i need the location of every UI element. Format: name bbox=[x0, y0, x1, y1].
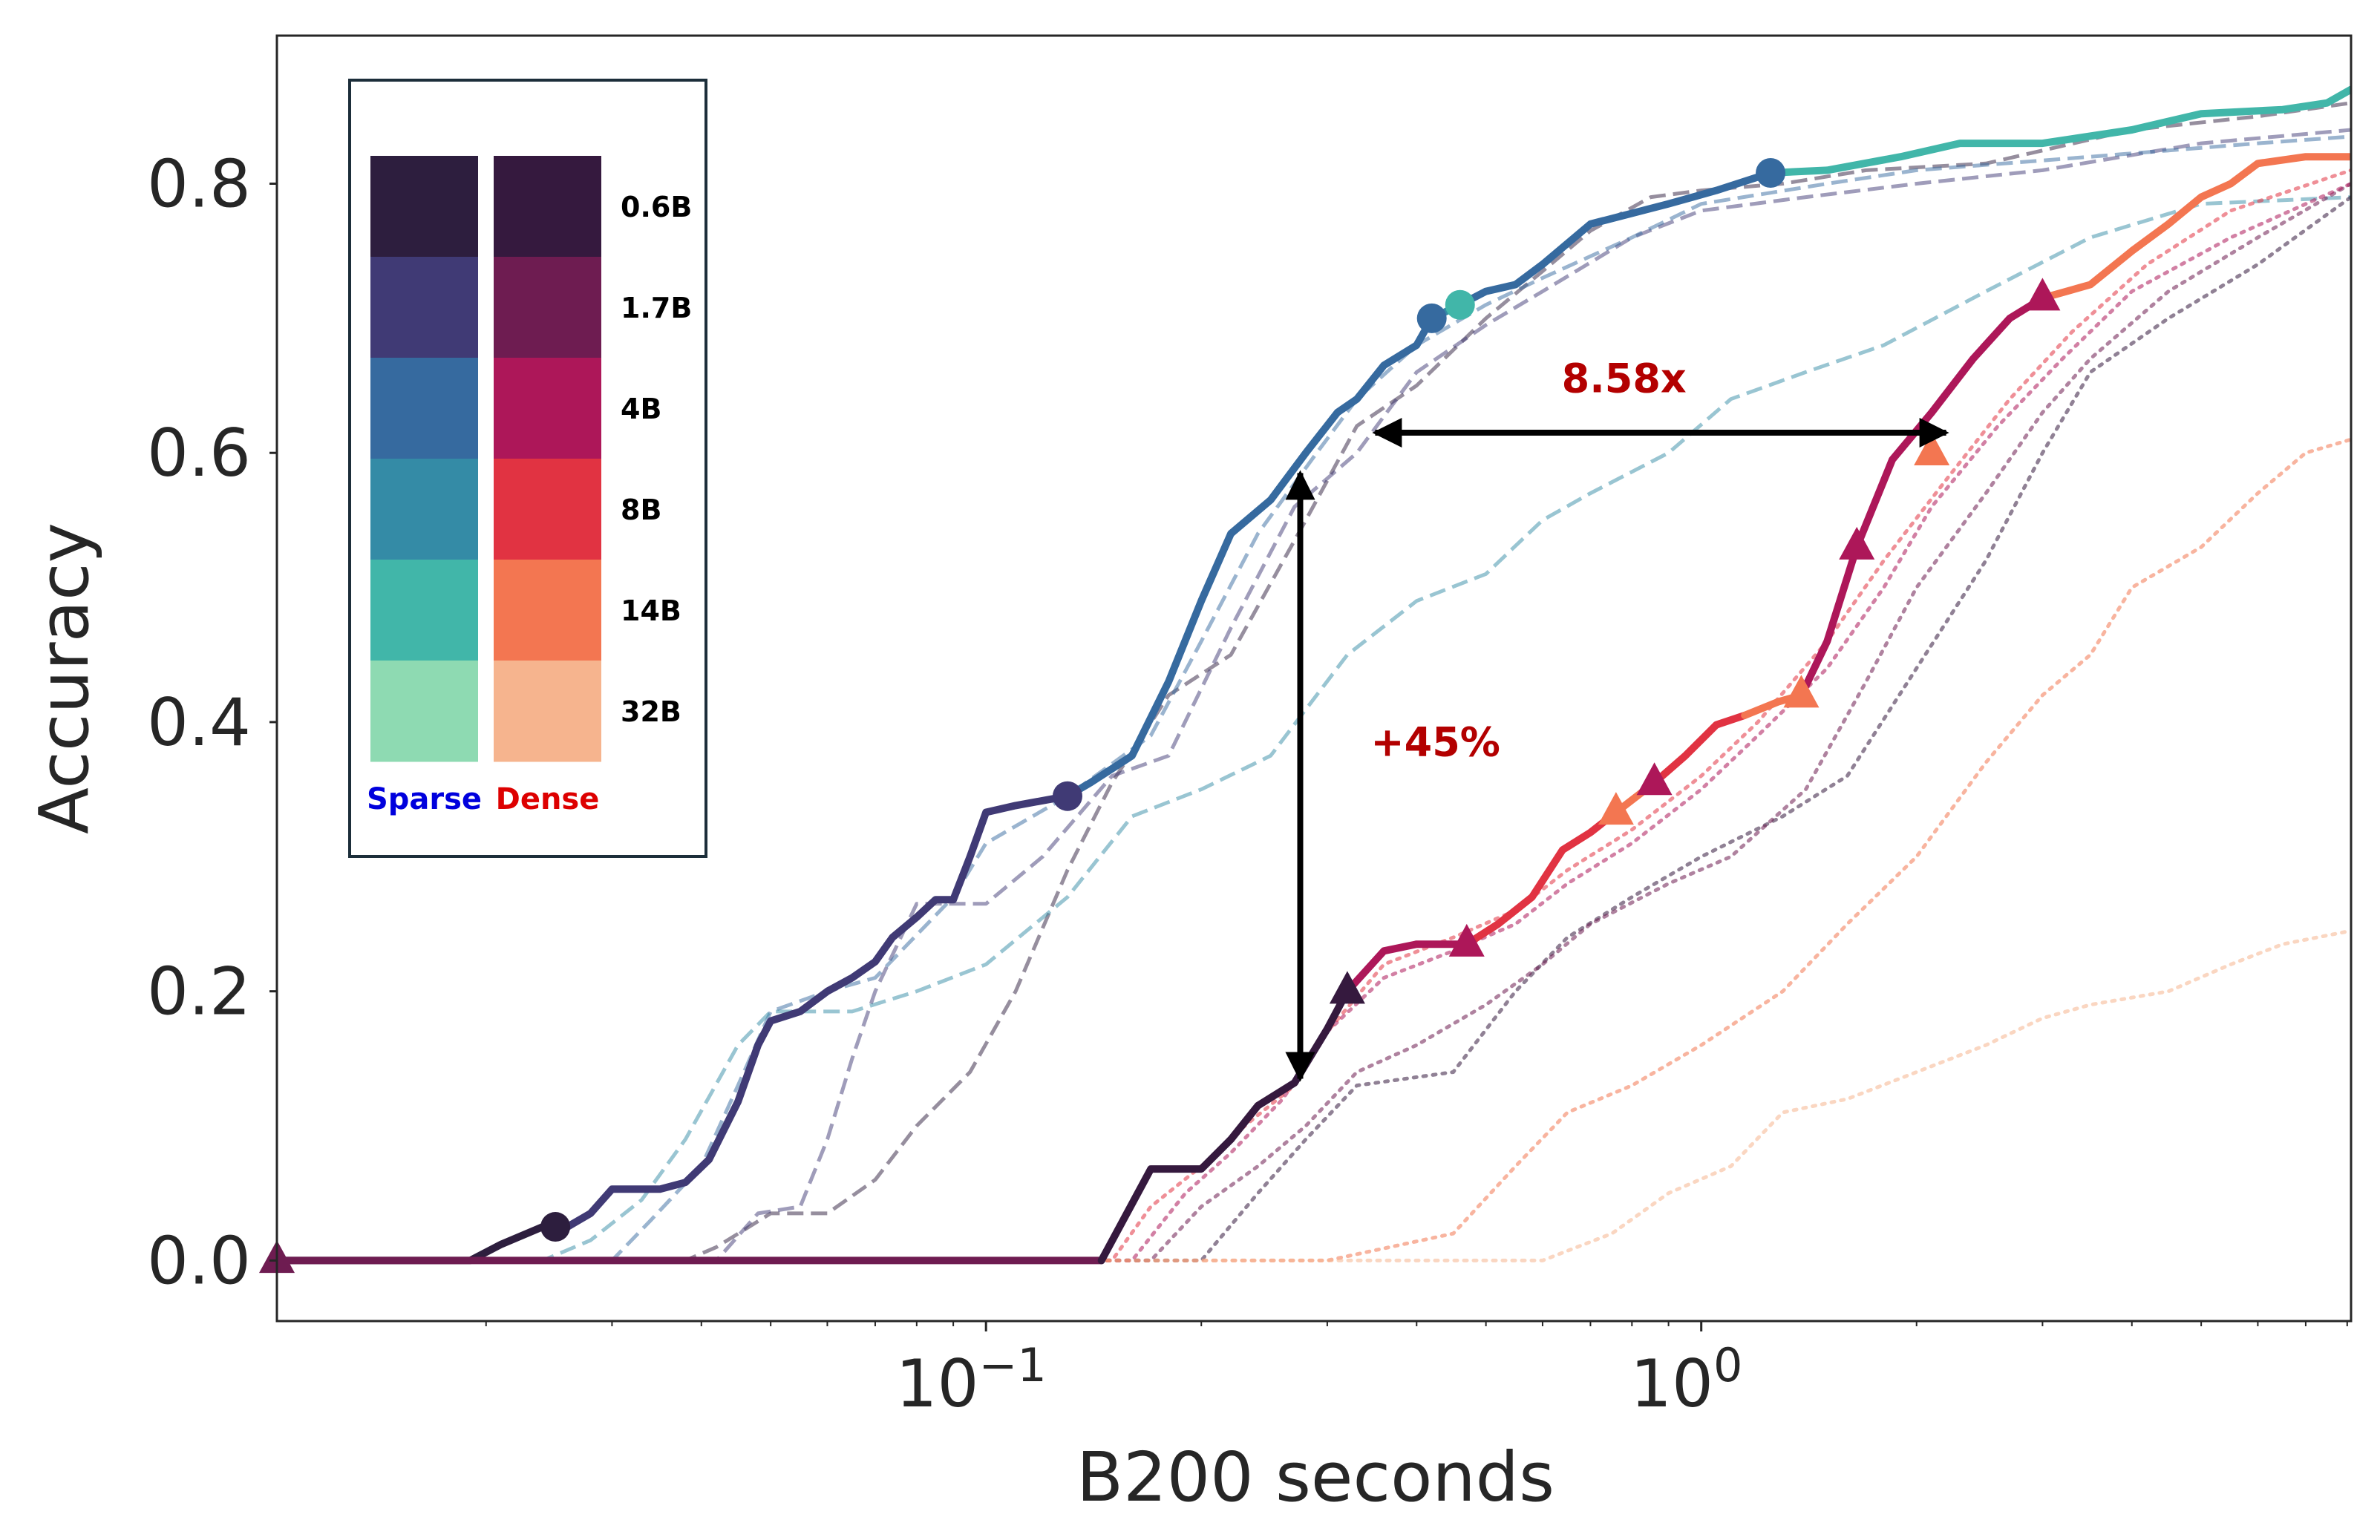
dense-curve-0.6B bbox=[277, 195, 2351, 1262]
accuracy-gain-label: +45% bbox=[1370, 718, 1500, 765]
sparse-frontier-marker-1 bbox=[1052, 781, 1082, 811]
annotations: 8.58x +45% bbox=[1285, 355, 1949, 1082]
sparse-frontier-marker-2 bbox=[1416, 303, 1447, 333]
x-tick-base: 10 bbox=[1630, 1346, 1713, 1422]
sparse-frontier-segment-2 bbox=[1064, 314, 1436, 800]
legend-size-label: 1.7B bbox=[621, 292, 692, 324]
legend-sparse-label: Sparse bbox=[367, 782, 482, 816]
sparse-curve-0.6B bbox=[277, 101, 2351, 1262]
dense-frontier-marker-6 bbox=[1839, 526, 1875, 560]
y-axis-ticks: 0.0 0.2 0.4 0.6 0.8 bbox=[147, 145, 277, 1299]
legend-swatch-sparse-14B bbox=[370, 560, 478, 661]
dense-frontier-segment-5 bbox=[1650, 711, 1749, 787]
dense-frontier-marker-1 bbox=[1329, 971, 1365, 1004]
legend-swatch-sparse-8B bbox=[370, 459, 478, 560]
legend-swatch-dense-32B bbox=[494, 661, 601, 762]
legend-size-label: 0.6B bbox=[621, 191, 692, 223]
legend: 0.6B 1.7B 4B 8B 14B 32B Sparse Dense bbox=[348, 79, 707, 858]
x-axis-ticks: 10−1 100 bbox=[485, 1321, 2348, 1422]
legend-swatch-sparse-4B bbox=[370, 358, 478, 459]
legend-swatch-dense-14B bbox=[494, 560, 601, 661]
legend-swatch-dense-0.6B bbox=[494, 156, 601, 258]
dense-frontier-marker-7 bbox=[1914, 432, 1950, 465]
speedup-label: 8.58x bbox=[1562, 355, 1687, 402]
sparse-frontier-marker-3 bbox=[1445, 289, 1475, 320]
dense-frontier-marker-5 bbox=[1783, 675, 1820, 708]
dense-curve-4B bbox=[277, 182, 2351, 1262]
x-tick-exponent: 0 bbox=[1713, 1338, 1742, 1392]
plot-frame bbox=[275, 34, 2353, 1323]
legend-dense-label: Dense bbox=[496, 782, 600, 816]
sparse-frontier-segment-0 bbox=[277, 1223, 572, 1265]
x-tick-base: 10 bbox=[896, 1346, 979, 1422]
sparse-frontier-segment-1 bbox=[563, 792, 1071, 1231]
dense-curve-32B bbox=[277, 928, 2351, 1262]
dense-curve-1.7B bbox=[277, 182, 2351, 1262]
sparse-frontier-marker-0 bbox=[540, 1212, 571, 1242]
sparse-frontier-marker-4 bbox=[1756, 157, 1786, 188]
dense-frontier-segment-7 bbox=[1797, 294, 2047, 699]
legend-swatch-dense-1.7B bbox=[494, 257, 601, 358]
dense-curve-14B bbox=[277, 437, 2351, 1262]
dense-frontier-segment-8 bbox=[2039, 153, 2351, 302]
dense-frontier-marker-4 bbox=[1636, 762, 1673, 796]
y-tick-label: 0.4 bbox=[147, 684, 251, 761]
x-tick-exponent: −1 bbox=[978, 1338, 1046, 1392]
x-axis-title: B200 seconds bbox=[1076, 1438, 1554, 1517]
dense-frontier-segment-2 bbox=[1343, 940, 1471, 995]
dense-frontier-marker-2 bbox=[1448, 923, 1485, 957]
y-tick-label: 0.2 bbox=[147, 954, 251, 1030]
y-tick-label: 0.0 bbox=[147, 1222, 251, 1299]
x-tick-label: 100 bbox=[1630, 1338, 1742, 1422]
dense-frontier-marker-8 bbox=[2024, 278, 2061, 311]
legend-swatch-dense-4B bbox=[494, 358, 601, 459]
legend-swatch-sparse-1.7B bbox=[370, 257, 478, 358]
y-tick-label: 0.6 bbox=[147, 415, 251, 491]
sparse-frontier-segment-4 bbox=[1456, 169, 1775, 309]
sparse-curve-4B bbox=[277, 134, 2351, 1262]
dense-frontier-marker-3 bbox=[1598, 792, 1634, 825]
y-tick-label: 0.8 bbox=[147, 145, 251, 222]
sparse-curve-1.7B bbox=[277, 128, 2351, 1262]
legend-size-label: 8B bbox=[621, 494, 661, 526]
legend-swatch-dense-8B bbox=[494, 459, 601, 560]
legend-swatch-sparse-0.6B bbox=[370, 156, 478, 258]
legend-swatch-sparse-32B bbox=[370, 661, 478, 762]
sparse-curve-8B bbox=[277, 195, 2351, 1262]
sparse-frontier-segment-5 bbox=[1767, 85, 2351, 177]
x-tick-label: 10−1 bbox=[896, 1338, 1047, 1422]
dense-frontier-segment-3 bbox=[1462, 808, 1620, 948]
dense-frontier-segment-1 bbox=[1097, 987, 1351, 1265]
legend-size-label: 4B bbox=[621, 393, 661, 425]
y-axis-title: Accuracy bbox=[24, 522, 104, 834]
legend-size-label: 14B bbox=[621, 594, 681, 627]
legend-size-label: 32B bbox=[621, 695, 681, 728]
